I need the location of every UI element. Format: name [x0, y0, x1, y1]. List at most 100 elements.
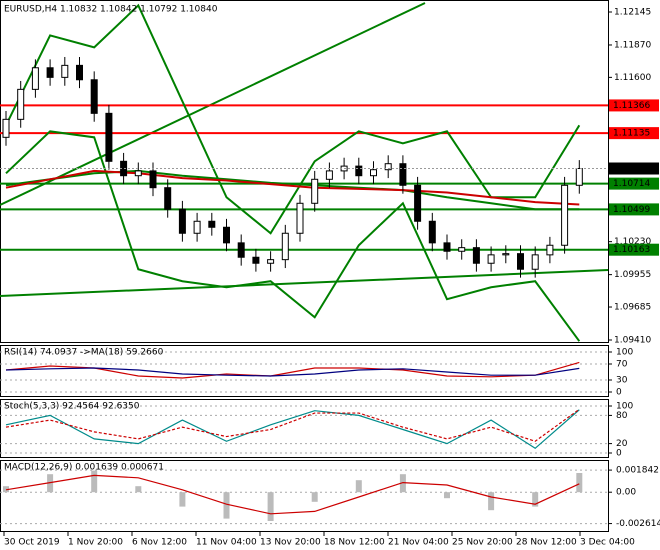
candle-body	[223, 226, 230, 244]
level-label-box	[609, 99, 659, 112]
y-tick-label: 20	[616, 439, 628, 449]
candle-body	[208, 220, 216, 228]
y-tick-label: 1.09955	[614, 270, 651, 280]
candle-body	[237, 242, 245, 258]
histogram-bar	[576, 473, 583, 493]
level-label: 1.10714	[613, 179, 650, 189]
histogram-bar	[179, 492, 186, 507]
histogram-bar	[135, 486, 142, 493]
candle-body	[531, 254, 539, 270]
level-label: 1.11135	[613, 129, 650, 139]
last-price-box	[609, 162, 659, 175]
y-tick-label: 100	[616, 402, 633, 412]
y-tick-label: 80	[616, 411, 628, 421]
candle-body	[502, 253, 510, 256]
candle-body	[267, 259, 275, 264]
candle-body	[428, 220, 436, 244]
candle-body	[472, 247, 480, 264]
panel-title: Stoch(5,3,3) 92.4564 92.6350	[4, 402, 140, 412]
y-tick-label: 1.09410	[614, 336, 651, 346]
histogram-bar	[532, 492, 539, 507]
x-tick-label: 3 Dec 04:00	[580, 538, 635, 548]
candle-body	[517, 253, 524, 270]
candle-body	[458, 247, 466, 252]
level-label-box	[609, 177, 659, 190]
y-tick-label: 1.12145	[614, 8, 651, 18]
macd-frame	[0, 460, 609, 532]
candle-body	[325, 170, 333, 180]
histogram-bar	[444, 492, 450, 499]
histogram-bar	[355, 480, 362, 493]
indicator-line	[5, 474, 580, 515]
histogram-bar	[223, 492, 230, 519]
x-tick-label: 6 Nov 12:00	[132, 538, 187, 548]
level-label-box	[609, 127, 659, 140]
panel-title: RSI(14) 74.0937 ->MA(18) 59.2660	[4, 348, 164, 358]
level-label: 1.10163	[613, 245, 650, 255]
candle-body	[399, 163, 407, 186]
candle-body	[105, 112, 113, 162]
y-tick-label: 0.00	[616, 488, 636, 498]
trend-line	[0, 269, 609, 297]
chart-title: EURUSD,H4 1.10832 1.10842 1.10792 1.1084…	[4, 5, 218, 15]
candle-body	[546, 244, 554, 256]
panel-title: MACD(12,26,9) 0.001639 0.000671	[4, 463, 164, 473]
candle-body	[76, 64, 83, 81]
level-label-box	[609, 243, 659, 256]
overlay-line	[5, 3, 581, 235]
y-tick-label: 0	[616, 388, 622, 398]
level-label: 1.11366	[613, 101, 650, 111]
histogram-bar	[267, 492, 274, 521]
candle-body	[193, 220, 201, 234]
x-tick-label: 11 Nov 04:00	[196, 538, 257, 548]
y-tick-label: 0.001842	[616, 466, 659, 476]
candle-body	[575, 168, 583, 186]
x-tick-label: 21 Nov 04:00	[388, 538, 449, 548]
x-tick-label: 30 Oct 2019	[4, 538, 60, 548]
candle-body	[281, 232, 289, 261]
y-tick-label: 1.09685	[614, 303, 651, 313]
candle-body	[164, 187, 172, 210]
last-price-label: 1.10840	[613, 164, 650, 174]
x-tick-label: 28 Nov 12:00	[516, 538, 577, 548]
candle-body	[17, 88, 25, 120]
x-tick-label: 1 Nov 20:00	[68, 538, 123, 548]
candle-body	[384, 163, 392, 171]
level-label: 1.10499	[613, 205, 650, 215]
y-tick-label: 30	[616, 376, 628, 386]
candle-body	[46, 67, 54, 78]
candle-body	[252, 256, 260, 264]
candle-body	[134, 170, 142, 177]
overlay-line	[5, 169, 580, 211]
candle-body	[370, 169, 377, 177]
candle-body	[443, 242, 451, 252]
overlay-line	[5, 169, 580, 206]
rsi-frame	[0, 345, 609, 397]
trend-line	[0, 2, 426, 206]
x-tick-label: 25 Nov 20:00	[452, 538, 513, 548]
candle-body	[311, 178, 319, 204]
candle-body	[296, 202, 304, 234]
candle-body	[355, 165, 363, 177]
y-tick-label: 1.11600	[614, 73, 651, 83]
y-tick-label: 1.11870	[614, 40, 651, 50]
indicator-line	[5, 361, 580, 379]
x-tick-label: 18 Nov 12:00	[324, 538, 385, 548]
candle-body	[178, 208, 186, 234]
overlay-line	[5, 130, 581, 342]
histogram-bar	[488, 492, 495, 511]
candle-body	[561, 184, 569, 246]
level-label-box	[609, 203, 659, 216]
y-tick-label: 1.10230	[614, 237, 651, 247]
stoch-frame	[0, 399, 609, 458]
candle-body	[414, 184, 422, 222]
candle-body	[487, 254, 495, 264]
histogram-bar	[91, 470, 98, 493]
candle-body	[31, 67, 39, 90]
y-tick-label: 100	[616, 348, 633, 358]
y-tick-label: 0	[616, 449, 622, 459]
y-tick-label: -0.002614	[616, 519, 660, 529]
indicator-line	[5, 367, 580, 377]
histogram-bar	[311, 492, 318, 502]
indicator-line	[5, 409, 580, 450]
